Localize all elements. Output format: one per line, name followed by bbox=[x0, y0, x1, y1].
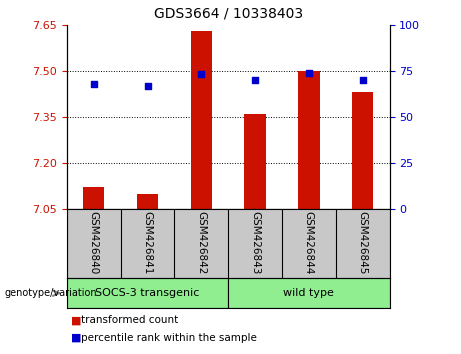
Title: GDS3664 / 10338403: GDS3664 / 10338403 bbox=[154, 7, 303, 21]
Text: GSM426841: GSM426841 bbox=[142, 211, 153, 274]
Point bbox=[90, 81, 97, 86]
Point bbox=[359, 77, 366, 83]
Text: GSM426842: GSM426842 bbox=[196, 211, 207, 274]
Text: SOCS-3 transgenic: SOCS-3 transgenic bbox=[95, 288, 200, 298]
Point bbox=[251, 77, 259, 83]
Bar bbox=[244, 114, 266, 209]
Text: genotype/variation: genotype/variation bbox=[5, 288, 97, 298]
Bar bbox=[67, 278, 228, 308]
Point bbox=[305, 70, 313, 75]
Bar bbox=[298, 71, 319, 209]
Text: percentile rank within the sample: percentile rank within the sample bbox=[81, 333, 257, 343]
Bar bbox=[228, 278, 390, 308]
Bar bbox=[190, 31, 212, 209]
Text: ■: ■ bbox=[71, 333, 82, 343]
Text: GSM426843: GSM426843 bbox=[250, 211, 260, 274]
Text: GSM426844: GSM426844 bbox=[304, 211, 314, 274]
Bar bbox=[352, 92, 373, 209]
Text: GSM426840: GSM426840 bbox=[89, 211, 99, 274]
Text: ■: ■ bbox=[71, 315, 82, 325]
Bar bbox=[83, 187, 105, 209]
Text: transformed count: transformed count bbox=[81, 315, 178, 325]
Point bbox=[198, 72, 205, 77]
Text: wild type: wild type bbox=[284, 288, 334, 298]
Bar bbox=[137, 194, 158, 209]
Text: GSM426845: GSM426845 bbox=[358, 211, 368, 274]
Point bbox=[144, 83, 151, 88]
